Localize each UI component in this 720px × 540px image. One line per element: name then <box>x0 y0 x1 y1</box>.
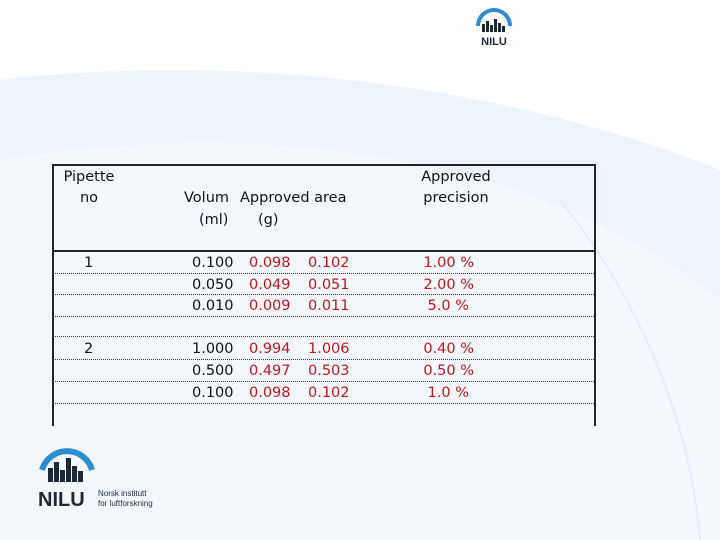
approved-min-cell: 0.994 <box>249 341 291 357</box>
nilu-logo-bottom: NILU Norsk institutt for luftforskning <box>38 448 153 511</box>
row-divider <box>52 336 596 337</box>
nilu-logo-bottom-text: NILU <box>38 489 85 511</box>
approved-max-cell: 0.051 <box>308 277 350 293</box>
table-right-border <box>594 164 596 426</box>
precision-cell: 5.0 % <box>427 298 469 314</box>
approved-min-cell: 0.497 <box>249 363 291 379</box>
volum-cell: 0.100 <box>192 255 234 271</box>
approved-min-cell: 0.098 <box>249 385 291 401</box>
header-no: no <box>79 190 99 206</box>
nilu-logo-line1: Norsk institutt <box>98 489 147 498</box>
header-g: (g) <box>258 212 279 228</box>
precision-cell: 0.40 % <box>423 341 474 357</box>
header-volum: Volum <box>184 190 230 206</box>
header-approved-area: Approved area <box>240 190 347 206</box>
precision-cell: 1.0 % <box>427 385 469 401</box>
nilu-logo-top-text: NILU <box>481 36 507 48</box>
nilu-logo-top: NILU <box>476 8 512 48</box>
header-precision: precision <box>423 190 489 206</box>
row-divider <box>52 359 596 360</box>
row-divider <box>52 273 596 274</box>
approved-min-cell: 0.049 <box>249 277 291 293</box>
nilu-logo-line2: for luftforskning <box>98 499 153 508</box>
pipette-number-2: 2 <box>84 341 94 357</box>
approved-max-cell: 0.102 <box>308 385 350 401</box>
row-divider <box>52 403 596 404</box>
header-pipette: Pipette <box>63 169 115 185</box>
header-divider <box>52 250 596 252</box>
table-top-border <box>52 164 596 166</box>
row-divider <box>52 316 596 317</box>
pipette-table <box>52 164 596 426</box>
volum-cell: 0.500 <box>192 363 234 379</box>
pipette-number-1: 1 <box>84 255 94 271</box>
precision-cell: 1.00 % <box>423 255 474 271</box>
approved-min-cell: 0.098 <box>249 255 291 271</box>
approved-max-cell: 0.102 <box>308 255 350 271</box>
volum-cell: 0.010 <box>192 298 234 314</box>
approved-min-cell: 0.009 <box>249 298 291 314</box>
header-approved: Approved <box>421 169 491 185</box>
approved-max-cell: 0.011 <box>308 298 350 314</box>
approved-max-cell: 0.503 <box>308 363 350 379</box>
precision-cell: 0.50 % <box>423 363 474 379</box>
volum-cell: 0.100 <box>192 385 234 401</box>
approved-max-cell: 1.006 <box>308 341 350 357</box>
precision-cell: 2.00 % <box>423 277 474 293</box>
row-divider <box>52 381 596 382</box>
volum-cell: 0.050 <box>192 277 234 293</box>
row-divider <box>52 294 596 295</box>
table-left-border <box>52 164 54 426</box>
volum-cell: 1.000 <box>192 341 234 357</box>
header-ml: (ml) <box>199 212 229 228</box>
